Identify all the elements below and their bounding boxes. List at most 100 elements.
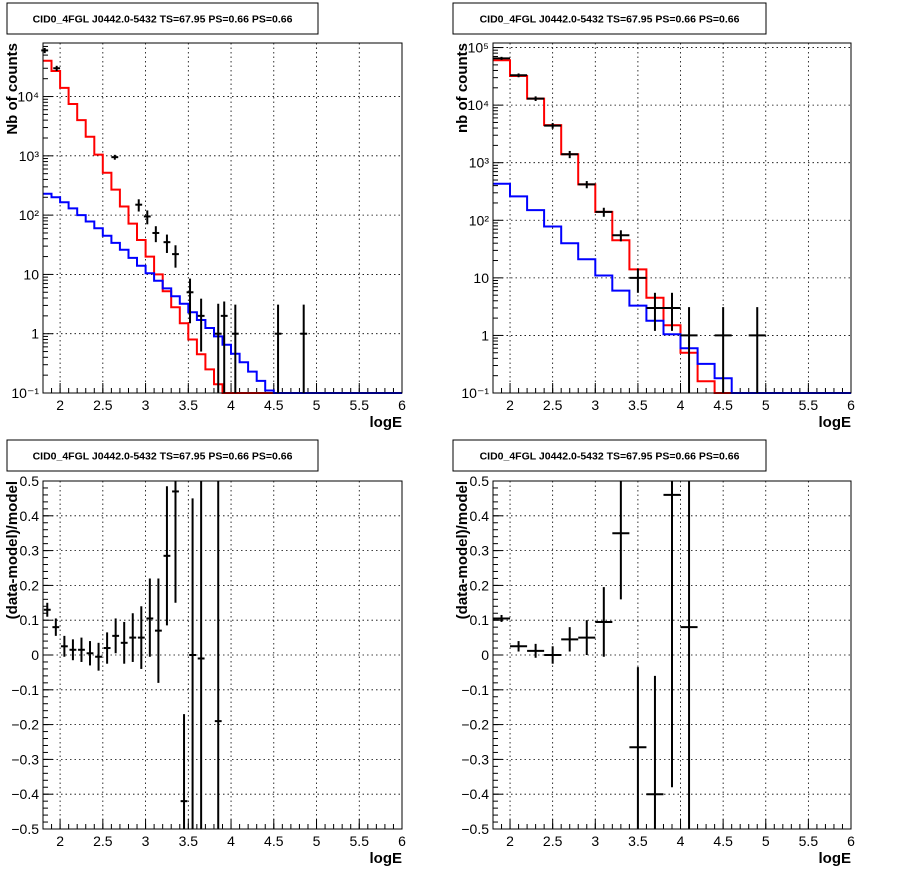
x-tick-label: 4	[677, 397, 685, 413]
x-tick-label: 5	[762, 833, 770, 849]
data-point	[135, 199, 143, 212]
data-point	[103, 632, 111, 664]
y-tick-label: 10⁴	[17, 89, 39, 105]
data-point	[214, 481, 222, 829]
x-axis-label: logE	[819, 414, 852, 431]
x-tick-label: 2	[56, 833, 64, 849]
data-point	[300, 304, 308, 393]
plot-frame	[492, 42, 852, 394]
data-point	[154, 578, 162, 683]
y-tick-label: 0.4	[470, 508, 490, 524]
y-tick-label: 0.4	[20, 508, 40, 524]
data-point	[510, 641, 528, 652]
x-tick-label: 2	[506, 397, 514, 413]
x-tick-label: 3	[591, 833, 599, 849]
data-point	[612, 230, 630, 242]
data-point	[220, 301, 228, 393]
data-point	[143, 210, 151, 225]
y-tick-label: 0.3	[20, 543, 40, 559]
data-point	[41, 47, 49, 54]
y-tick-label: 10³	[469, 155, 490, 171]
data-point	[595, 587, 613, 657]
x-tick-label: 5.5	[799, 833, 819, 849]
data-point	[629, 667, 647, 829]
plot-frame	[42, 480, 403, 830]
data-point	[612, 481, 630, 600]
y-tick-label: −0.1	[11, 682, 39, 698]
x-tick-label: 2.5	[93, 397, 113, 413]
y-tick-label: 10	[473, 270, 489, 286]
plot-frame	[42, 42, 403, 394]
data-point	[112, 618, 120, 654]
x-tick-label: 4	[227, 833, 235, 849]
y-tick-label: 0	[481, 647, 489, 663]
x-tick-label: 5	[762, 397, 770, 413]
data-point	[86, 641, 94, 666]
data-point	[43, 602, 51, 617]
data-point	[544, 646, 562, 664]
data-point	[578, 620, 596, 655]
data-point	[527, 643, 545, 658]
chart-counts-right: CID0_4FGL J0442.0-5432 TS=67.95 PS=0.66 …	[452, 2, 855, 431]
x-tick-label: 2	[506, 833, 514, 849]
x-tick-label: 2	[56, 397, 64, 413]
y-tick-label: −0.4	[11, 786, 39, 802]
y-tick-label: −0.1	[461, 682, 489, 698]
data-point	[274, 304, 282, 393]
x-tick-label: 5.5	[799, 397, 819, 413]
data-point	[152, 226, 160, 243]
chart-title: CID0_4FGL J0442.0-5432 TS=67.95 PS=0.66 …	[480, 451, 740, 463]
data-point	[69, 639, 77, 661]
title-box	[6, 2, 319, 35]
data-point	[595, 207, 613, 217]
chart-title: CID0_4FGL J0442.0-5432 TS=67.95 PS=0.66 …	[33, 14, 293, 26]
y-tick-label: 1	[31, 326, 39, 342]
data-point	[680, 481, 698, 829]
chart-title: CID0_4FGL J0442.0-5432 TS=67.95 PS=0.66 …	[33, 451, 293, 463]
title-box	[452, 439, 767, 472]
x-tick-label: 2.5	[543, 397, 563, 413]
data-point	[493, 614, 511, 622]
chart-residual-left: CID0_4FGL J0442.0-5432 TS=67.95 PS=0.66 …	[4, 439, 406, 867]
x-tick-label: 4.5	[713, 833, 733, 849]
data-point	[578, 181, 596, 189]
y-tick-label: 0.1	[20, 612, 40, 628]
title-box	[6, 439, 319, 472]
data-point	[663, 481, 681, 788]
data-point	[53, 65, 61, 71]
data-point	[493, 56, 511, 60]
y-tick-label: 10²	[19, 207, 40, 223]
x-tick-label: 3.5	[628, 833, 648, 849]
data-point	[527, 96, 545, 101]
model-source-histogram	[43, 192, 402, 394]
x-tick-label: 5.5	[350, 397, 370, 413]
y-tick-label: −0.3	[11, 751, 39, 767]
y-tick-label: 0.2	[470, 577, 490, 593]
y-tick-label: 0.2	[20, 577, 40, 593]
x-tick-label: 3	[142, 397, 150, 413]
data-point	[510, 73, 528, 78]
plot-frame	[492, 480, 852, 830]
y-tick-label: 10³	[19, 148, 40, 164]
x-tick-label: 3	[142, 833, 150, 849]
data-point	[189, 498, 197, 829]
y-tick-label: 1	[481, 327, 489, 343]
data-point	[95, 642, 102, 671]
x-tick-label: 2.5	[543, 833, 563, 849]
x-tick-label: 4	[227, 397, 235, 413]
y-axis-label: nb of counts	[454, 43, 471, 133]
data-point	[52, 618, 60, 636]
x-tick-label: 3	[591, 397, 599, 413]
x-axis-label: logE	[819, 850, 852, 867]
x-tick-label: 6	[847, 397, 855, 413]
model-source-histogram	[493, 182, 851, 394]
x-axis-label: logE	[370, 414, 403, 431]
data-point	[172, 245, 179, 268]
y-tick-label: −0.3	[461, 751, 489, 767]
y-tick-label: 10⁻¹	[11, 385, 39, 401]
chart-title: CID0_4FGL J0442.0-5432 TS=67.95 PS=0.66 …	[480, 14, 740, 26]
x-tick-label: 5	[313, 833, 321, 849]
data-point	[78, 637, 85, 662]
x-tick-label: 3.5	[179, 833, 199, 849]
y-tick-label: 0.1	[470, 612, 490, 628]
